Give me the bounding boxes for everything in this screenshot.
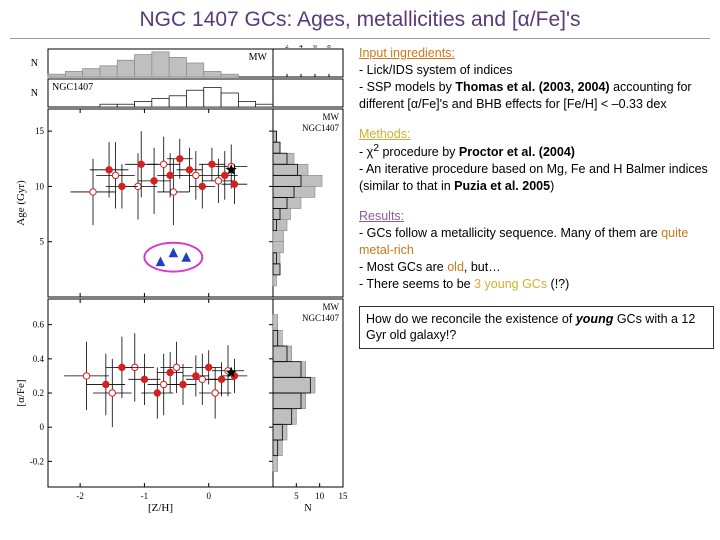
svg-text:10: 10	[315, 491, 325, 501]
svg-text:NGC1407: NGC1407	[302, 313, 340, 323]
main-content: MWNNGC1407N51015Age (Gyr)MWNGC1407-0.200…	[0, 39, 720, 515]
svg-text:0.6: 0.6	[33, 320, 45, 330]
svg-text:MW: MW	[249, 52, 268, 63]
callout-em: young	[576, 312, 614, 326]
svg-text:5: 5	[294, 491, 299, 501]
svg-text:[α/Fe]: [α/Fe]	[15, 379, 27, 406]
svg-text:NGC1407: NGC1407	[302, 123, 340, 133]
svg-text:4: 4	[299, 45, 303, 50]
methods-line1b: procedure by	[379, 146, 459, 160]
svg-text:MW: MW	[323, 112, 340, 122]
methods-line1a: - χ	[359, 146, 373, 160]
text-column: Input ingredients: - Lick/IDS system of …	[351, 45, 714, 515]
svg-text:-2: -2	[76, 491, 84, 501]
results-block: Results: - GCs follow a metallicity sequ…	[359, 208, 714, 292]
svg-text:0: 0	[40, 422, 45, 432]
svg-text:6: 6	[313, 45, 317, 50]
results-line3c: (!?)	[547, 277, 569, 291]
methods-block: Methods: - χ2 procedure by Proctor et al…	[359, 126, 714, 196]
svg-text:10: 10	[35, 181, 45, 191]
results-line3a: - There seems to be	[359, 277, 474, 291]
svg-text:MW: MW	[323, 302, 340, 312]
svg-text:8: 8	[327, 45, 331, 50]
methods-ref2: Puzia et al. 2005	[454, 179, 550, 193]
svg-text:-0.2: -0.2	[30, 456, 44, 466]
results-em3: 3 young GCs	[474, 277, 547, 291]
results-header: Results:	[359, 209, 404, 223]
svg-text:15: 15	[339, 491, 349, 501]
results-line1a: - GCs follow a metallicity sequence. Man…	[359, 226, 661, 240]
scatter-figure: MWNNGC1407N51015Age (Gyr)MWNGC1407-0.200…	[6, 45, 351, 515]
svg-text:15: 15	[35, 126, 45, 136]
svg-text:0.4: 0.4	[33, 354, 45, 364]
methods-line2c: )	[550, 179, 554, 193]
svg-text:[Z/H]: [Z/H]	[148, 502, 173, 514]
callout-box: How do we reconcile the existence of you…	[359, 306, 714, 350]
svg-text:2: 2	[285, 45, 289, 50]
callout-a: How do we reconcile the existence of	[366, 312, 576, 326]
inputs-line2a: - SSP models by	[359, 80, 455, 94]
svg-text:0: 0	[206, 491, 211, 501]
svg-text:NGC1407: NGC1407	[52, 82, 93, 93]
results-line2a: - Most GCs are	[359, 260, 447, 274]
results-line2c: , but…	[464, 260, 501, 274]
inputs-block: Input ingredients: - Lick/IDS system of …	[359, 45, 714, 113]
svg-text:N: N	[304, 503, 311, 514]
svg-text:5: 5	[40, 237, 45, 247]
svg-text:N: N	[31, 88, 38, 99]
results-em2: old	[447, 260, 464, 274]
svg-text:Age (Gyr): Age (Gyr)	[15, 180, 27, 226]
methods-ref1: Proctor et al. (2004)	[459, 146, 575, 160]
inputs-ref: Thomas et al. (2003, 2004)	[455, 80, 609, 94]
inputs-header: Input ingredients:	[359, 46, 455, 60]
svg-text:0.2: 0.2	[33, 388, 44, 398]
inputs-line1: - Lick/IDS system of indices	[359, 63, 513, 77]
svg-text:-1: -1	[141, 491, 149, 501]
page-title: NGC 1407 GCs: Ages, metallicities and [α…	[10, 0, 710, 39]
svg-text:N: N	[31, 58, 38, 69]
methods-header: Methods:	[359, 127, 410, 141]
